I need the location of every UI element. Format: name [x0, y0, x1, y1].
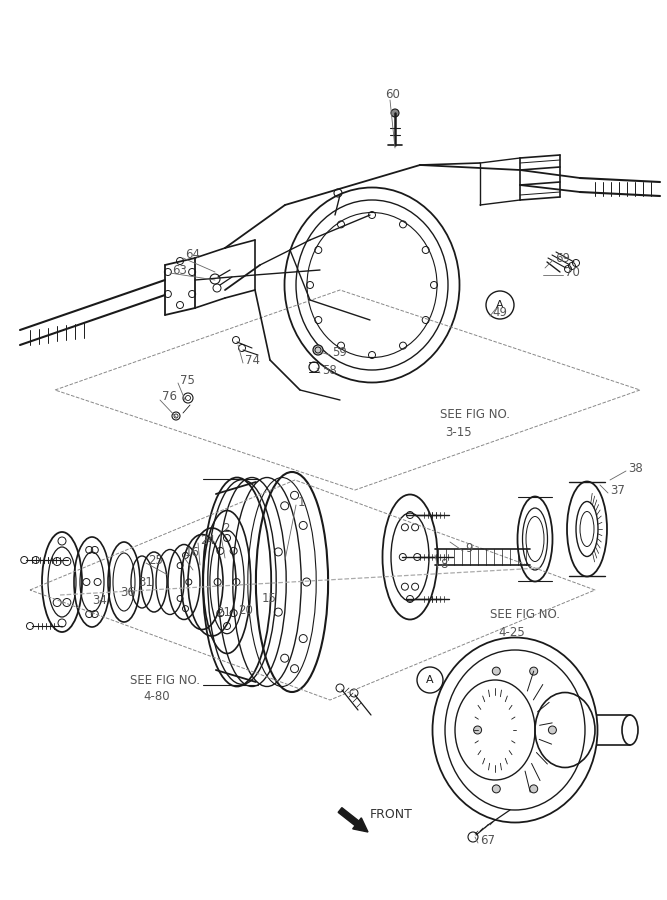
Text: 36: 36: [120, 587, 135, 599]
Text: 21: 21: [216, 606, 231, 618]
Text: A: A: [426, 675, 434, 685]
Text: 67: 67: [480, 833, 495, 847]
Text: 25: 25: [148, 554, 163, 566]
Circle shape: [492, 785, 500, 793]
Circle shape: [313, 345, 323, 355]
Text: 34: 34: [92, 593, 107, 607]
Text: 9: 9: [465, 542, 472, 554]
Text: 38: 38: [628, 462, 643, 474]
Text: FRONT: FRONT: [370, 808, 413, 822]
FancyArrow shape: [338, 807, 368, 832]
Circle shape: [474, 726, 482, 734]
Text: 75: 75: [180, 374, 195, 386]
Text: 64: 64: [185, 248, 200, 262]
Text: 2: 2: [222, 521, 229, 535]
Text: 74: 74: [245, 354, 260, 366]
Text: 76: 76: [162, 391, 177, 403]
Text: SEE FIG NO.: SEE FIG NO.: [130, 673, 200, 687]
Text: 69: 69: [555, 251, 570, 265]
Text: 4-25: 4-25: [498, 626, 525, 638]
Text: 58: 58: [322, 364, 337, 376]
Text: 37: 37: [610, 483, 625, 497]
Text: 31: 31: [138, 577, 153, 590]
Text: 4-80: 4-80: [143, 690, 169, 704]
Text: 1: 1: [298, 496, 305, 508]
Text: A: A: [496, 300, 504, 310]
Text: 15: 15: [262, 591, 277, 605]
Text: SEE FIG NO.: SEE FIG NO.: [440, 409, 510, 421]
Text: 24: 24: [200, 534, 215, 546]
Text: 70: 70: [565, 266, 580, 278]
Text: 63: 63: [172, 264, 187, 276]
Text: 59: 59: [332, 346, 347, 358]
Text: 3-15: 3-15: [445, 426, 472, 438]
Circle shape: [492, 667, 500, 675]
Text: 20: 20: [238, 604, 253, 617]
Text: 16: 16: [185, 546, 200, 560]
Circle shape: [530, 667, 538, 675]
Text: 8: 8: [440, 559, 448, 572]
Circle shape: [548, 726, 556, 734]
Circle shape: [391, 109, 399, 117]
Text: SEE FIG NO.: SEE FIG NO.: [490, 608, 560, 622]
Text: 49: 49: [492, 307, 507, 320]
Circle shape: [530, 785, 538, 793]
Text: 60: 60: [385, 88, 400, 102]
